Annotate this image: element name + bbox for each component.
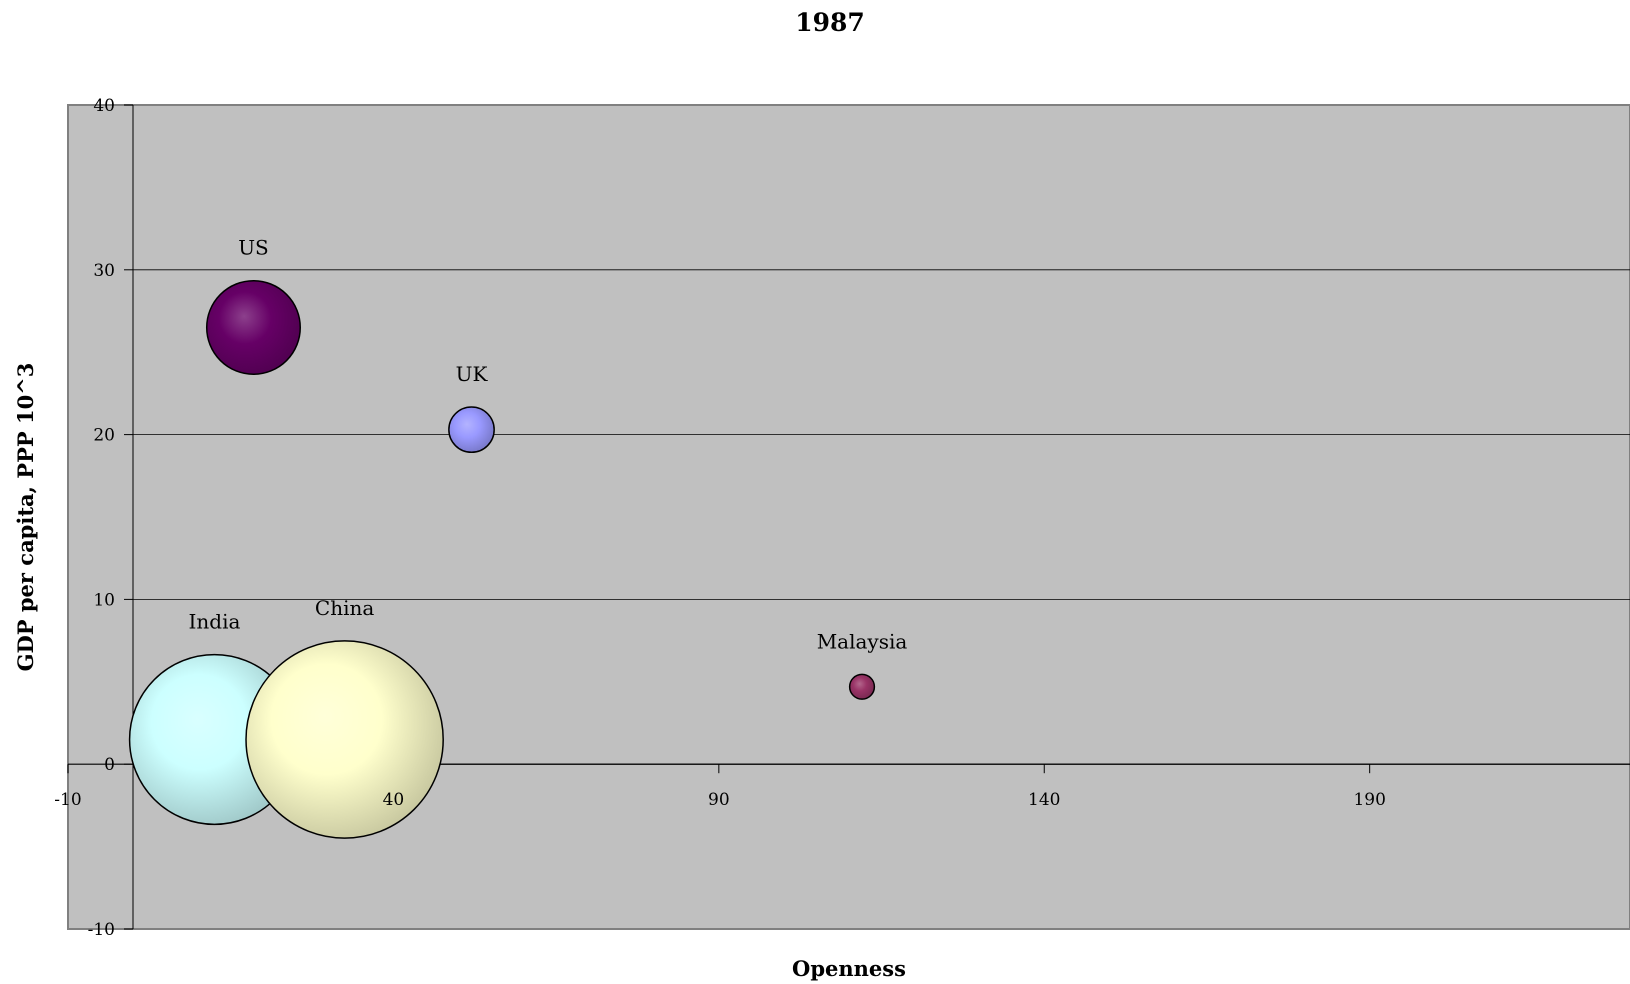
bubble-us bbox=[205, 279, 302, 375]
chart-title: 1987 bbox=[795, 8, 865, 37]
bubble-labels: US UK India China Malaysia bbox=[188, 236, 907, 654]
bubble-label-malaysia: Malaysia bbox=[817, 629, 908, 653]
x-tick-label: 90 bbox=[708, 790, 730, 810]
x-tick-label: 140 bbox=[1028, 790, 1060, 810]
bubble-label-china: China bbox=[315, 596, 374, 620]
x-axis-title: Openness bbox=[792, 956, 906, 981]
y-tick-label: 40 bbox=[93, 96, 115, 116]
y-tick-label: 0 bbox=[104, 755, 115, 775]
y-axis-title: GDP per capita, PPP 10^3 bbox=[13, 363, 38, 672]
x-tick-label: 190 bbox=[1353, 790, 1385, 810]
y-tick-label: 10 bbox=[93, 590, 115, 610]
bubble-label-india: India bbox=[188, 610, 240, 634]
bubble-malaysia bbox=[848, 673, 876, 700]
bubble-china bbox=[245, 640, 444, 839]
y-tick-label: -10 bbox=[88, 920, 115, 940]
bubble-label-uk: UK bbox=[456, 362, 489, 386]
tick-labels: -10 0 10 20 30 40 -10 40 90 140 190 bbox=[54, 96, 1386, 940]
x-tick-label: -10 bbox=[54, 790, 81, 810]
y-tick-label: 30 bbox=[93, 261, 115, 281]
bubble-uk bbox=[448, 406, 495, 454]
y-tick-label: 20 bbox=[93, 426, 115, 446]
bubbles bbox=[128, 279, 876, 839]
x-tick-label: 40 bbox=[383, 790, 405, 810]
bubble-label-us: US bbox=[238, 236, 269, 260]
